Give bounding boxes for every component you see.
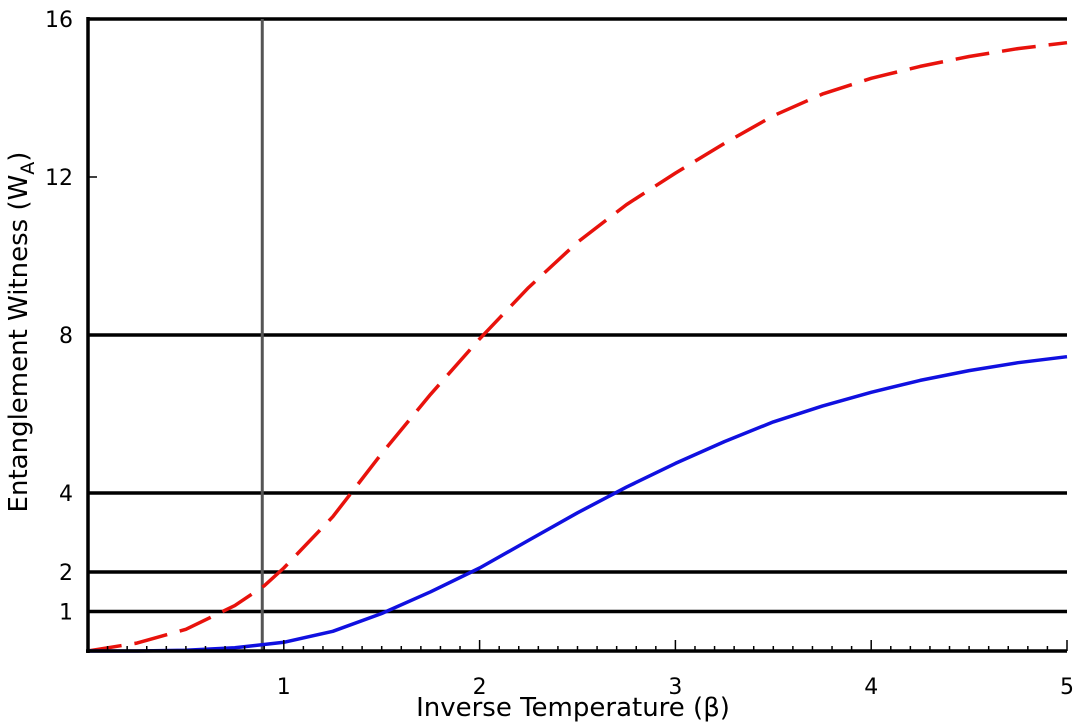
x-axis-label: Inverse Temperature (β) (416, 693, 730, 723)
y-axis-label-close: ) (4, 152, 34, 162)
x-tick-label: 5 (1060, 675, 1074, 700)
series-line-red-dashed (87, 40, 1068, 653)
x-tick-label: 3 (668, 675, 682, 700)
y-tick-label: 12 (45, 166, 73, 191)
y-tick-label: 4 (59, 482, 73, 507)
x-tick-label: 1 (277, 675, 291, 700)
series-lines (87, 40, 1068, 653)
x-ticks: 1 2 3 4 5 (87, 640, 1074, 700)
y-tick-label: 8 (59, 324, 73, 349)
y-tick-label: 1 (59, 601, 73, 626)
y-axis-label-subscript: A (17, 162, 39, 175)
x-tick-label: 4 (864, 675, 878, 700)
y-axis-label-main: Entanglement Witness (W (4, 175, 34, 513)
x-tick-label: 2 (473, 675, 487, 700)
y-axis-label: Entanglement Witness (WA) (4, 152, 39, 513)
y-tick-label: 16 (45, 8, 73, 33)
grid-lines (88, 17, 1067, 614)
series-line-blue-solid (88, 354, 1068, 653)
y-tick-label: 2 (59, 561, 73, 586)
